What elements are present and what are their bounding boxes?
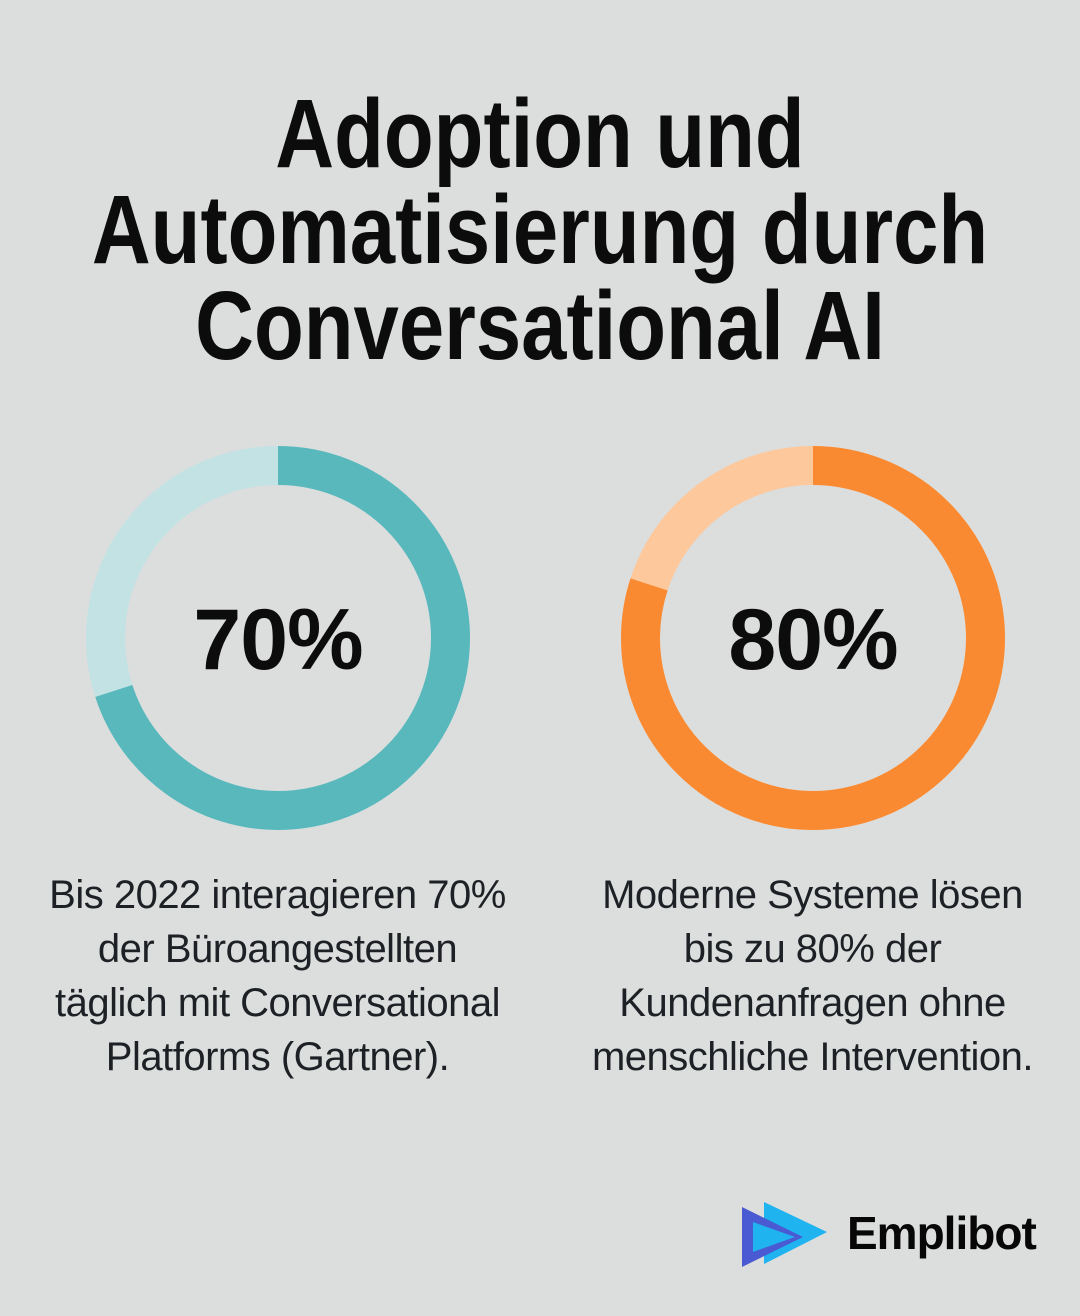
donut-chart-80-column: 80% <box>545 446 1080 830</box>
caption-80-line-2: bis zu 80% der <box>683 927 942 971</box>
title-line-2: Automatisierung durch <box>91 175 989 284</box>
caption-80-line-4: menschliche Intervention. <box>591 1035 1034 1079</box>
donut-ring-80: 80% <box>620 446 1005 830</box>
caption-70-line-2: der Büroangestellten <box>97 927 458 971</box>
donut-chart-70-column: 70% <box>10 446 545 830</box>
caption-80: Moderne Systeme lösen bis zu 80% der Kun… <box>545 868 1080 1084</box>
brand-name: Emplibot <box>847 1207 1037 1259</box>
logo-triangle-cyan-small <box>753 1222 795 1252</box>
donut-percentage-label-80: 80% <box>728 592 897 688</box>
emplibot-logo-icon <box>742 1202 827 1267</box>
donut-chart-70: 70% <box>85 446 470 830</box>
caption-70-line-3: täglich mit Conversational <box>55 981 501 1025</box>
logo-triangle-cyan <box>764 1202 827 1264</box>
caption-80-line-1: Moderne Systeme lösen <box>602 873 1023 917</box>
caption-70-line-4: Platforms (Gartner). <box>105 1035 450 1079</box>
captions-row: Bis 2022 interagieren 70% der Büroangest… <box>0 868 1080 1084</box>
donut-chart-80: 80% <box>620 446 1005 830</box>
page-title: Adoption und Automatisierung durch Conve… <box>86 79 993 380</box>
donut-percentage-label-70: 70% <box>193 592 362 688</box>
caption-80-line-3: Kundenanfragen ohne <box>619 981 1006 1025</box>
donut-charts-row: 70% 80% <box>0 446 1080 830</box>
donut-ring-70: 70% <box>85 446 470 830</box>
caption-70: Bis 2022 interagieren 70% der Büroangest… <box>10 868 545 1084</box>
title-line-3: Conversational AI <box>195 271 885 380</box>
donut-value-arc-70 <box>85 446 470 830</box>
title-line-1: Adoption und <box>275 79 805 188</box>
donut-value-arc-80 <box>620 446 1005 830</box>
caption-70-line-1: Bis 2022 interagieren 70% <box>49 873 506 917</box>
footer-brand: Emplibot <box>735 1201 1037 1269</box>
